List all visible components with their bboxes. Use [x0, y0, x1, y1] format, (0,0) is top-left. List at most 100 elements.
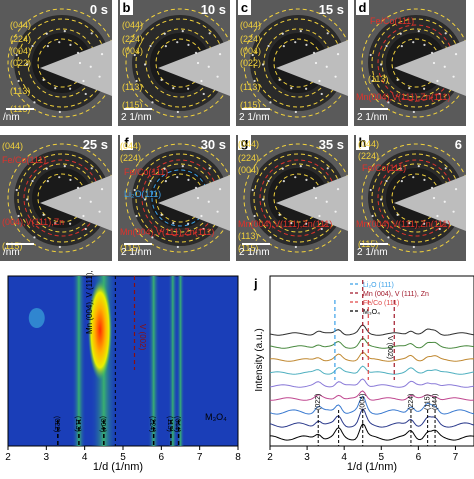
reflection-label: Mn(004),V(111),Zn(111) [238, 219, 333, 229]
diffraction-pattern [7, 8, 112, 118]
heatmap-xlabel: 1/d (1/nm) [93, 461, 143, 473]
diffraction-pattern [243, 143, 348, 253]
panel-time: 10 s [200, 2, 226, 17]
profiles-legend: Li₂O (111) Mn (004), V (111), Zn Fe/Co (11… [350, 282, 429, 316]
panel-time: 25 s [82, 137, 108, 152]
reflection-label: Fe/Co(111) [2, 155, 47, 165]
reflection-label: (004),V(111),Zn [2, 217, 65, 227]
reflection-label: (004) [238, 165, 260, 175]
x-tick-label: 7 [453, 452, 459, 463]
scale-bar [6, 108, 34, 110]
heatmap-annotation-mn: Mn (004), V (111), Zn (111) [85, 270, 94, 334]
x-tick-label: 3 [304, 452, 310, 463]
scale-label: 2 1/nm [239, 112, 270, 123]
legend-entry: Fe/Co (111) [363, 300, 399, 307]
panel-letter: g [238, 135, 251, 150]
diffraction-panel: h 6 (044) (224) Fe/Co(111) Mn(004),V(111),Zn(… [354, 135, 466, 261]
reflection-label: Mn(004),V(111),Zn(111) [356, 92, 451, 102]
reflection-label: (022) [240, 58, 262, 68]
heatmap-band [176, 276, 185, 446]
intensity-curve [270, 423, 474, 441]
scale-label: 2 1/nm [239, 247, 270, 258]
peak-label: (044) [432, 394, 439, 410]
reflection-label: (044) [240, 20, 262, 30]
reflection-label: Fe/Co(111) [362, 163, 407, 173]
intensity-curve [269, 378, 474, 388]
diffraction-pattern [361, 8, 466, 118]
diffraction-pattern [361, 143, 466, 253]
peak-label: (004) [360, 394, 367, 410]
profiles-ylabel: Intensity (a.u.) [254, 328, 265, 391]
heatmap-bands [28, 276, 185, 446]
peak-label: (004) [99, 416, 106, 432]
x-tick-label: 6 [159, 452, 165, 463]
heatmap-band [147, 276, 160, 446]
x-tick-label: 8 [235, 452, 241, 463]
panel-time: 35 s [318, 137, 344, 152]
diffraction-panel: f 30 s (044) (224) Fe/Co(111) Li₂O(111) Mn(004… [118, 135, 230, 261]
heatmap-phase-label: M₃O₄ [205, 412, 227, 422]
heatmap-background [8, 276, 238, 446]
panel-letter: h [356, 135, 369, 150]
reflection-label: Li₂O(111) [124, 189, 162, 199]
intensity-curve [269, 365, 474, 375]
diffraction-panel: 25 s (044) Fe/Co(111) (004),V(111),Zn (115) /… [0, 135, 112, 261]
diffraction-panel: g 35 s (044) (224) (004) Mn(004),V(111),Zn(11… [236, 135, 348, 261]
x-tick-label: 6 [416, 452, 422, 463]
reflection-label: (044) [122, 20, 144, 30]
x-tick-label: 4 [341, 452, 347, 463]
peak-label: (113) [74, 416, 81, 432]
reflection-label: (004) [240, 46, 262, 56]
x-tick-label: 2 [267, 452, 273, 463]
intensity-curve [269, 408, 474, 428]
panel-time: 15 s [318, 2, 344, 17]
reflection-label: (113) [10, 86, 31, 96]
heatmap-band [168, 276, 178, 446]
reflection-label: Fe/Co(111) [370, 16, 415, 26]
legend-entry: M₃O₄ [363, 309, 380, 316]
diffraction-panel: d Fe/Co(111) (113) Mn(004),V(111),Zn(111) 2 … [354, 0, 466, 126]
scale-bar [242, 243, 270, 245]
panel-letter: d [356, 0, 369, 15]
x-tick-label: 3 [44, 452, 50, 463]
reflection-label: (224) [358, 151, 380, 161]
scale-bar [360, 243, 388, 245]
profiles-letter: j [253, 276, 258, 291]
panel-letter: c [238, 0, 251, 15]
peak-label: (115) [166, 416, 173, 432]
scale-label: 2 1/nm [121, 112, 152, 123]
panel-time: 6 [454, 137, 462, 152]
reflection-label: (044) [238, 139, 260, 149]
scale-label: 2 1/nm [121, 247, 152, 258]
reflection-label: (115) [2, 241, 23, 251]
peak-label: (022) [315, 394, 322, 410]
x-tick-label: 5 [120, 452, 126, 463]
scale-label: /nm [3, 112, 20, 123]
peak-label: (044) [174, 416, 181, 432]
panel-letter: f [120, 135, 133, 150]
reflection-label: (224) [238, 153, 260, 163]
reflection-label: (115) [120, 243, 141, 253]
heatmap-x-ticks: 2 3 4 5 6 7 8 [5, 446, 241, 463]
x-tick-label: 7 [197, 452, 203, 463]
scale-bar [6, 243, 34, 245]
scale-bar [242, 108, 270, 110]
reflection-label: (113) [122, 82, 143, 92]
reflection-label: (224) [10, 34, 32, 44]
reflection-label: (113) [368, 74, 389, 84]
panel-letter: b [120, 0, 133, 15]
profiles-frame [269, 275, 474, 447]
reflection-label: (224) [122, 34, 144, 44]
reflection-label: (115) [238, 243, 259, 253]
scale-label: 2 1/nm [357, 112, 388, 123]
reflection-label: (115) [122, 100, 143, 110]
reflection-label: (004) [10, 46, 32, 56]
profiles-xlabel: 1/d (1/nm) [347, 461, 397, 473]
reflection-label: (044) [120, 141, 142, 151]
peak-label: (224) [408, 394, 415, 410]
reflection-label: (044) [2, 141, 24, 151]
profiles-panel: j Intensity (a.u.) Li₂O (111) Mn (004), V… [250, 270, 474, 474]
peak-label: (115) [425, 394, 432, 410]
